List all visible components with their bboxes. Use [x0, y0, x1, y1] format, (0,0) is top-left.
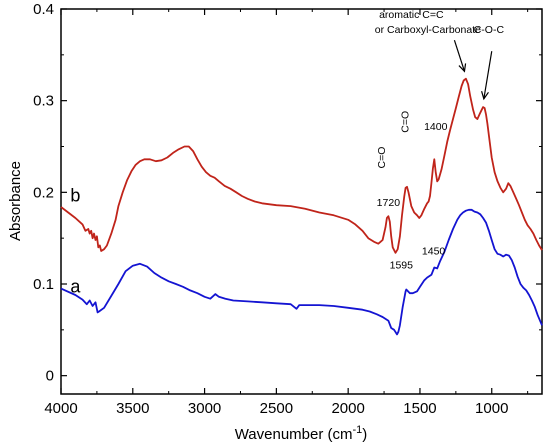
x-tick-label: 4000 [44, 400, 77, 417]
annotation-label: 1450 [422, 246, 446, 258]
annotation-arrowhead [458, 63, 467, 73]
y-tick-label: 0.4 [33, 1, 54, 18]
annotation-arrow [483, 51, 493, 99]
x-axis-title: Wavenumber (cm-1) [235, 424, 368, 443]
y-tick-label: 0.3 [33, 93, 54, 110]
y-tick-label: 0.2 [33, 184, 54, 201]
annotation-label: C=O [399, 111, 411, 133]
annotation-arrow [453, 39, 466, 72]
annotation-label: 1595 [390, 259, 414, 271]
x-tick-label: 1500 [403, 400, 436, 417]
y-tick-label: 0 [46, 368, 54, 385]
y-tick-label: 0.1 [33, 276, 54, 293]
series-line-b [60, 77, 543, 254]
annotation-arrowhead [481, 90, 489, 101]
annotation-label: or Carboxyl-Carbonate [375, 24, 481, 36]
annotation-label: aromatic C=C [379, 9, 444, 21]
ticks: 4000 3500 3000 2500 2000 1500 1000 0 0.1 0.2 0.3 0.… [33, 1, 542, 417]
x-tick-label: 1000 [475, 400, 508, 417]
annotation-label: C-O-C [474, 24, 505, 36]
y-axis-title: Absorbance [7, 161, 24, 241]
plot-frame [60, 8, 543, 395]
annotations: a b 1720 C=O C=O 1400 1595 1450 aromatic C=C or C… [70, 9, 504, 296]
series-lines [60, 77, 543, 336]
annotation-label: 1720 [377, 197, 401, 209]
series-line-a [60, 208, 543, 336]
x-axis-title-end: ) [362, 426, 367, 443]
annotation-label: C=O [376, 147, 388, 169]
series-tag-a: a [70, 276, 81, 296]
x-tick-label: 3000 [188, 400, 221, 417]
x-axis-title-main: Wavenumber (cm [235, 426, 353, 443]
x-tick-label: 3500 [116, 400, 149, 417]
series-tag-b: b [70, 186, 80, 206]
x-tick-label: 2500 [260, 400, 293, 417]
x-axis-title-superscript: -1 [353, 424, 363, 436]
x-tick-label: 2000 [331, 400, 364, 417]
annotation-label: 1400 [424, 121, 448, 133]
